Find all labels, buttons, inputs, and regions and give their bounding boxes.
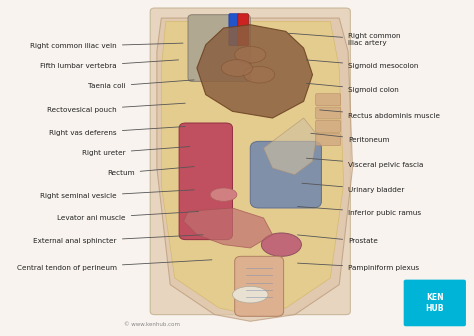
Polygon shape [161, 22, 344, 314]
Text: Taenia coli: Taenia coli [88, 80, 194, 89]
Text: Visceral pelvic fascia: Visceral pelvic fascia [306, 158, 423, 168]
Text: Peritoneum: Peritoneum [311, 133, 390, 143]
Text: Levator ani muscle: Levator ani muscle [57, 211, 199, 221]
Text: Central tendon of perineum: Central tendon of perineum [17, 260, 212, 271]
Text: External anal sphincter: External anal sphincter [33, 235, 203, 244]
Text: Pampiniform plexus: Pampiniform plexus [298, 263, 419, 271]
Text: Right seminal vesicle: Right seminal vesicle [40, 190, 194, 199]
Text: Right common
iliac artery: Right common iliac artery [289, 33, 401, 46]
FancyBboxPatch shape [404, 280, 466, 326]
Polygon shape [197, 25, 312, 118]
Text: Rectus abdominis muscle: Rectus abdominis muscle [320, 110, 440, 119]
FancyBboxPatch shape [316, 120, 340, 132]
Text: Prostate: Prostate [298, 235, 378, 244]
Ellipse shape [232, 286, 268, 303]
Text: Rectovesical pouch: Rectovesical pouch [47, 103, 185, 113]
FancyBboxPatch shape [235, 256, 283, 316]
FancyBboxPatch shape [316, 134, 340, 146]
Ellipse shape [210, 188, 237, 201]
FancyBboxPatch shape [188, 15, 250, 81]
Ellipse shape [244, 67, 275, 83]
Text: Right vas deferens: Right vas deferens [49, 127, 185, 136]
Text: © www.kenhub.com: © www.kenhub.com [125, 322, 181, 327]
Text: Urinary bladder: Urinary bladder [302, 183, 404, 193]
Polygon shape [264, 118, 317, 175]
Ellipse shape [221, 60, 253, 76]
Ellipse shape [235, 46, 266, 63]
Text: Right common iliac vein: Right common iliac vein [30, 43, 183, 49]
FancyBboxPatch shape [179, 123, 232, 240]
Ellipse shape [261, 233, 301, 256]
FancyBboxPatch shape [316, 94, 340, 106]
Text: Sigmoid mesocolon: Sigmoid mesocolon [306, 60, 419, 69]
Text: Right ureter: Right ureter [82, 146, 190, 156]
Text: KEN
HUB: KEN HUB [426, 293, 444, 313]
Text: Rectum: Rectum [107, 167, 194, 176]
Text: Inferior pubic ramus: Inferior pubic ramus [298, 207, 421, 216]
Text: Sigmoid colon: Sigmoid colon [306, 83, 399, 93]
Polygon shape [157, 18, 353, 321]
Polygon shape [183, 208, 273, 248]
FancyBboxPatch shape [250, 141, 321, 208]
FancyBboxPatch shape [316, 107, 340, 119]
FancyBboxPatch shape [238, 14, 248, 46]
FancyBboxPatch shape [229, 14, 239, 46]
Text: Fifth lumbar vertebra: Fifth lumbar vertebra [40, 60, 179, 69]
FancyBboxPatch shape [150, 8, 350, 314]
